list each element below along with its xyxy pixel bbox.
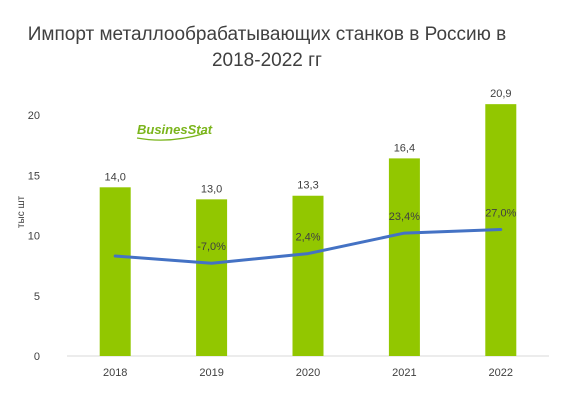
bar-value-label: 20,9 — [490, 88, 511, 100]
bar — [196, 199, 228, 356]
growth-label: 23,4% — [389, 211, 420, 223]
bar-value-label: 13,3 — [297, 180, 318, 192]
chart-title-line-1: Импорт металлообрабатывающих станков в Р… — [28, 24, 507, 45]
bar — [292, 195, 324, 356]
bar — [99, 187, 131, 356]
bar — [388, 158, 420, 356]
y-axis-title: тыс шт — [16, 196, 27, 229]
bar-value-label: 16,4 — [394, 142, 415, 154]
bar-value-label: 13,0 — [201, 183, 222, 195]
y-tick-label: 10 — [28, 231, 40, 243]
bar-value-label: 14,0 — [104, 171, 125, 183]
growth-label: 2,4% — [295, 232, 320, 244]
logo-swoosh-icon — [136, 132, 207, 141]
y-tick-label: 5 — [34, 291, 40, 303]
chart-title-line-2: 2018-2022 гг — [212, 50, 322, 71]
x-tick-label: 2021 — [392, 367, 416, 379]
logo-text: BusinesStat — [137, 122, 213, 137]
y-tick-label: 15 — [28, 170, 40, 182]
x-tick-label: 2022 — [489, 367, 513, 379]
x-tick-label: 2018 — [103, 367, 127, 379]
x-tick-label: 2020 — [296, 367, 320, 379]
growth-label: -7,0% — [197, 241, 226, 253]
y-tick-label: 0 — [34, 351, 40, 363]
y-tick-label: 20 — [28, 110, 40, 122]
businesstat-logo: BusinesStat — [136, 122, 213, 141]
growth-label: 27,0% — [485, 207, 516, 219]
x-tick-label: 2019 — [199, 367, 223, 379]
plot-area: 0 5 10 15 20 14,0 13,0 13,3 16,4 20,9 2018 2019 2020… — [28, 88, 549, 379]
